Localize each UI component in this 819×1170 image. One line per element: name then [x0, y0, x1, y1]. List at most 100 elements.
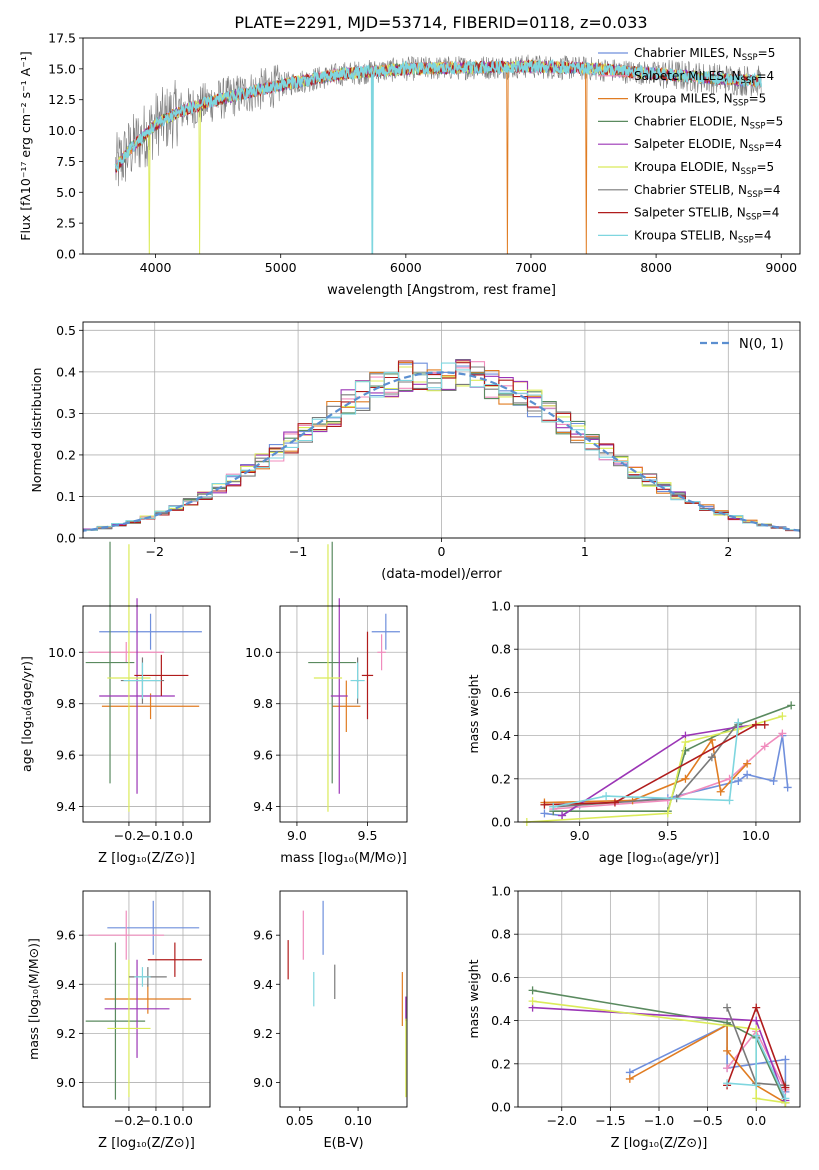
model-spectrum-line: [115, 59, 762, 173]
mass-vs-z-plot-area: [85, 900, 202, 1100]
residuals-plot-area: [83, 359, 800, 533]
axes-frame: [82, 890, 211, 1108]
weight-series-line: [532, 989, 787, 1104]
x-axis-label: age [log₁₀(age/yr)]: [599, 851, 720, 866]
y-tick-label: 9.2: [253, 1026, 273, 1041]
mass-vs-ebv-plot-area: [287, 900, 407, 1098]
y-tick-label: 9.2: [56, 1026, 76, 1041]
weight-marker: [752, 1003, 761, 1012]
x-tick-label: −0.1: [141, 1113, 171, 1128]
legend-label: Chabrier STELIB, NSSP=4: [634, 183, 781, 200]
weight-series-line: [544, 723, 765, 806]
y-tick-label: 0.4: [56, 364, 76, 379]
x-tick-label: 9.0: [570, 828, 590, 843]
y-tick-label: 0.2: [491, 1056, 511, 1071]
y-tick-label: 10.0: [48, 123, 76, 138]
y-tick-label: 9.6: [56, 928, 76, 943]
y-tick-label: 0.0: [491, 815, 511, 830]
y-tick-label: 10.0: [48, 645, 76, 660]
y-axis-label: Normed distribution: [29, 368, 44, 493]
axes-frame: [82, 605, 211, 823]
weight-marker: [723, 1046, 732, 1055]
x-tick-label: 0.0: [746, 1113, 766, 1128]
weight-series-line: [553, 722, 740, 808]
weight-marker: [743, 759, 752, 768]
axes-frame: [279, 605, 408, 823]
mass-vs-z-axes: −0.2−0.1 0.0 9.0 9.2 9.4 9.6 Z [log₁₀(Z/Z⊙)] ma…: [26, 890, 211, 1151]
weight-marker: [663, 809, 672, 818]
weight-marker: [752, 1016, 761, 1025]
x-tick-label: 0.0: [173, 828, 193, 843]
x-tick-label: 9.5: [658, 828, 678, 843]
x-axis-label: mass [log₁₀(M/M⊙)]: [280, 851, 407, 866]
mass-vs-ebv-axes: 0.05 0.10 9.0 9.2 9.4 9.6 E(B-V): [253, 890, 408, 1151]
normal-curve: [83, 371, 800, 532]
x-axis-label: wavelength [Angstrom, rest frame]: [327, 283, 556, 298]
legend-label: Kroupa STELIB, NSSP=4: [634, 228, 772, 245]
x-tick-label: −2: [145, 544, 163, 559]
weight-marker: [752, 1031, 761, 1040]
x-axis-label: Z [log₁₀(Z/Z⊙)]: [98, 851, 195, 866]
weight-marker: [625, 1074, 634, 1083]
weight-marker: [760, 742, 769, 751]
y-tick-label: 0.6: [491, 970, 511, 985]
y-tick-label: 10.0: [245, 645, 273, 660]
x-axis-label: Z [log₁₀(Z/Z⊙)]: [611, 1136, 708, 1151]
weight-marker: [751, 720, 760, 729]
y-tick-label: 0.8: [491, 927, 511, 942]
x-tick-label: 1: [581, 544, 589, 559]
weight-marker: [760, 720, 769, 729]
y-tick-label: 7.5: [56, 154, 76, 169]
y-tick-label: 0.1: [56, 489, 76, 504]
model-spectrum-line: [114, 58, 762, 254]
legend-label: Salpeter ELODIE, NSSP=4: [634, 137, 782, 154]
y-tick-label: 9.4: [56, 799, 76, 814]
x-tick-label: 9.5: [358, 828, 378, 843]
y-tick-label: 0.4: [491, 1013, 511, 1028]
y-tick-label: 9.4: [253, 799, 273, 814]
weight-marker: [723, 1064, 732, 1073]
x-tick-label: 0: [438, 544, 446, 559]
mass-weight-vs-age-axes: 9.0 9.5 10.0 0.0 0.2 0.4 0.6 0.8 1.0 age [log₁₀(a…: [466, 599, 801, 866]
legend-label: Kroupa ELODIE, NSSP=5: [634, 160, 774, 177]
weight-marker: [781, 1094, 790, 1103]
x-tick-label: −2.0: [547, 1113, 577, 1128]
weight-marker: [528, 997, 537, 1006]
weight-series-line: [727, 1035, 787, 1099]
histogram-step: [83, 362, 800, 532]
y-tick-label: 0.2: [56, 447, 76, 462]
x-tick-label: 2: [724, 544, 732, 559]
age-vs-mass-axes: 9.0 9.5 9.4 9.6 9.8 10.0 mass [log₁₀(M/M⊙)]: [245, 541, 408, 866]
weight-marker: [528, 986, 537, 995]
y-tick-label: 9.4: [56, 977, 76, 992]
weight-marker: [681, 738, 690, 747]
mass-weight-vs-z-axes: −2.0 −1.5 −1.0 −0.5 0.0 0.0 0.2 0.4 0.6 0.8 1.0 Z […: [466, 884, 801, 1151]
weight-marker: [752, 1081, 761, 1090]
x-tick-label: −0.2: [114, 828, 144, 843]
weight-marker: [723, 1079, 732, 1088]
weight-marker: [725, 796, 734, 805]
x-tick-label: −0.1: [141, 828, 171, 843]
x-tick-label: 4000: [140, 260, 172, 275]
y-axis-label: mass weight: [466, 674, 481, 753]
y-tick-label: 1.0: [491, 884, 511, 899]
spectrum-plot-area: [114, 54, 762, 254]
y-tick-label: 9.8: [56, 696, 76, 711]
y-tick-label: 9.6: [56, 748, 76, 763]
y-tick-label: 0.2: [491, 771, 511, 786]
x-axis-label: (data-model)/error: [381, 567, 502, 582]
legend-label: Chabrier ELODIE, NSSP=5: [634, 114, 783, 131]
weight-marker: [540, 800, 549, 809]
mass-weight-vs-age-plot-area: [522, 701, 796, 826]
axes-frame: [279, 890, 408, 1108]
weight-marker: [743, 770, 752, 779]
y-axis-label: age [log₁₀(age/yr)]: [19, 656, 34, 772]
weight-marker: [778, 729, 787, 738]
y-tick-label: 9.0: [56, 1075, 76, 1090]
y-tick-label: 9.6: [253, 748, 273, 763]
weight-marker: [778, 712, 787, 721]
y-tick-label: 5.0: [56, 185, 76, 200]
y-tick-label: 17.5: [48, 31, 76, 46]
y-tick-label: 0.3: [56, 406, 76, 421]
